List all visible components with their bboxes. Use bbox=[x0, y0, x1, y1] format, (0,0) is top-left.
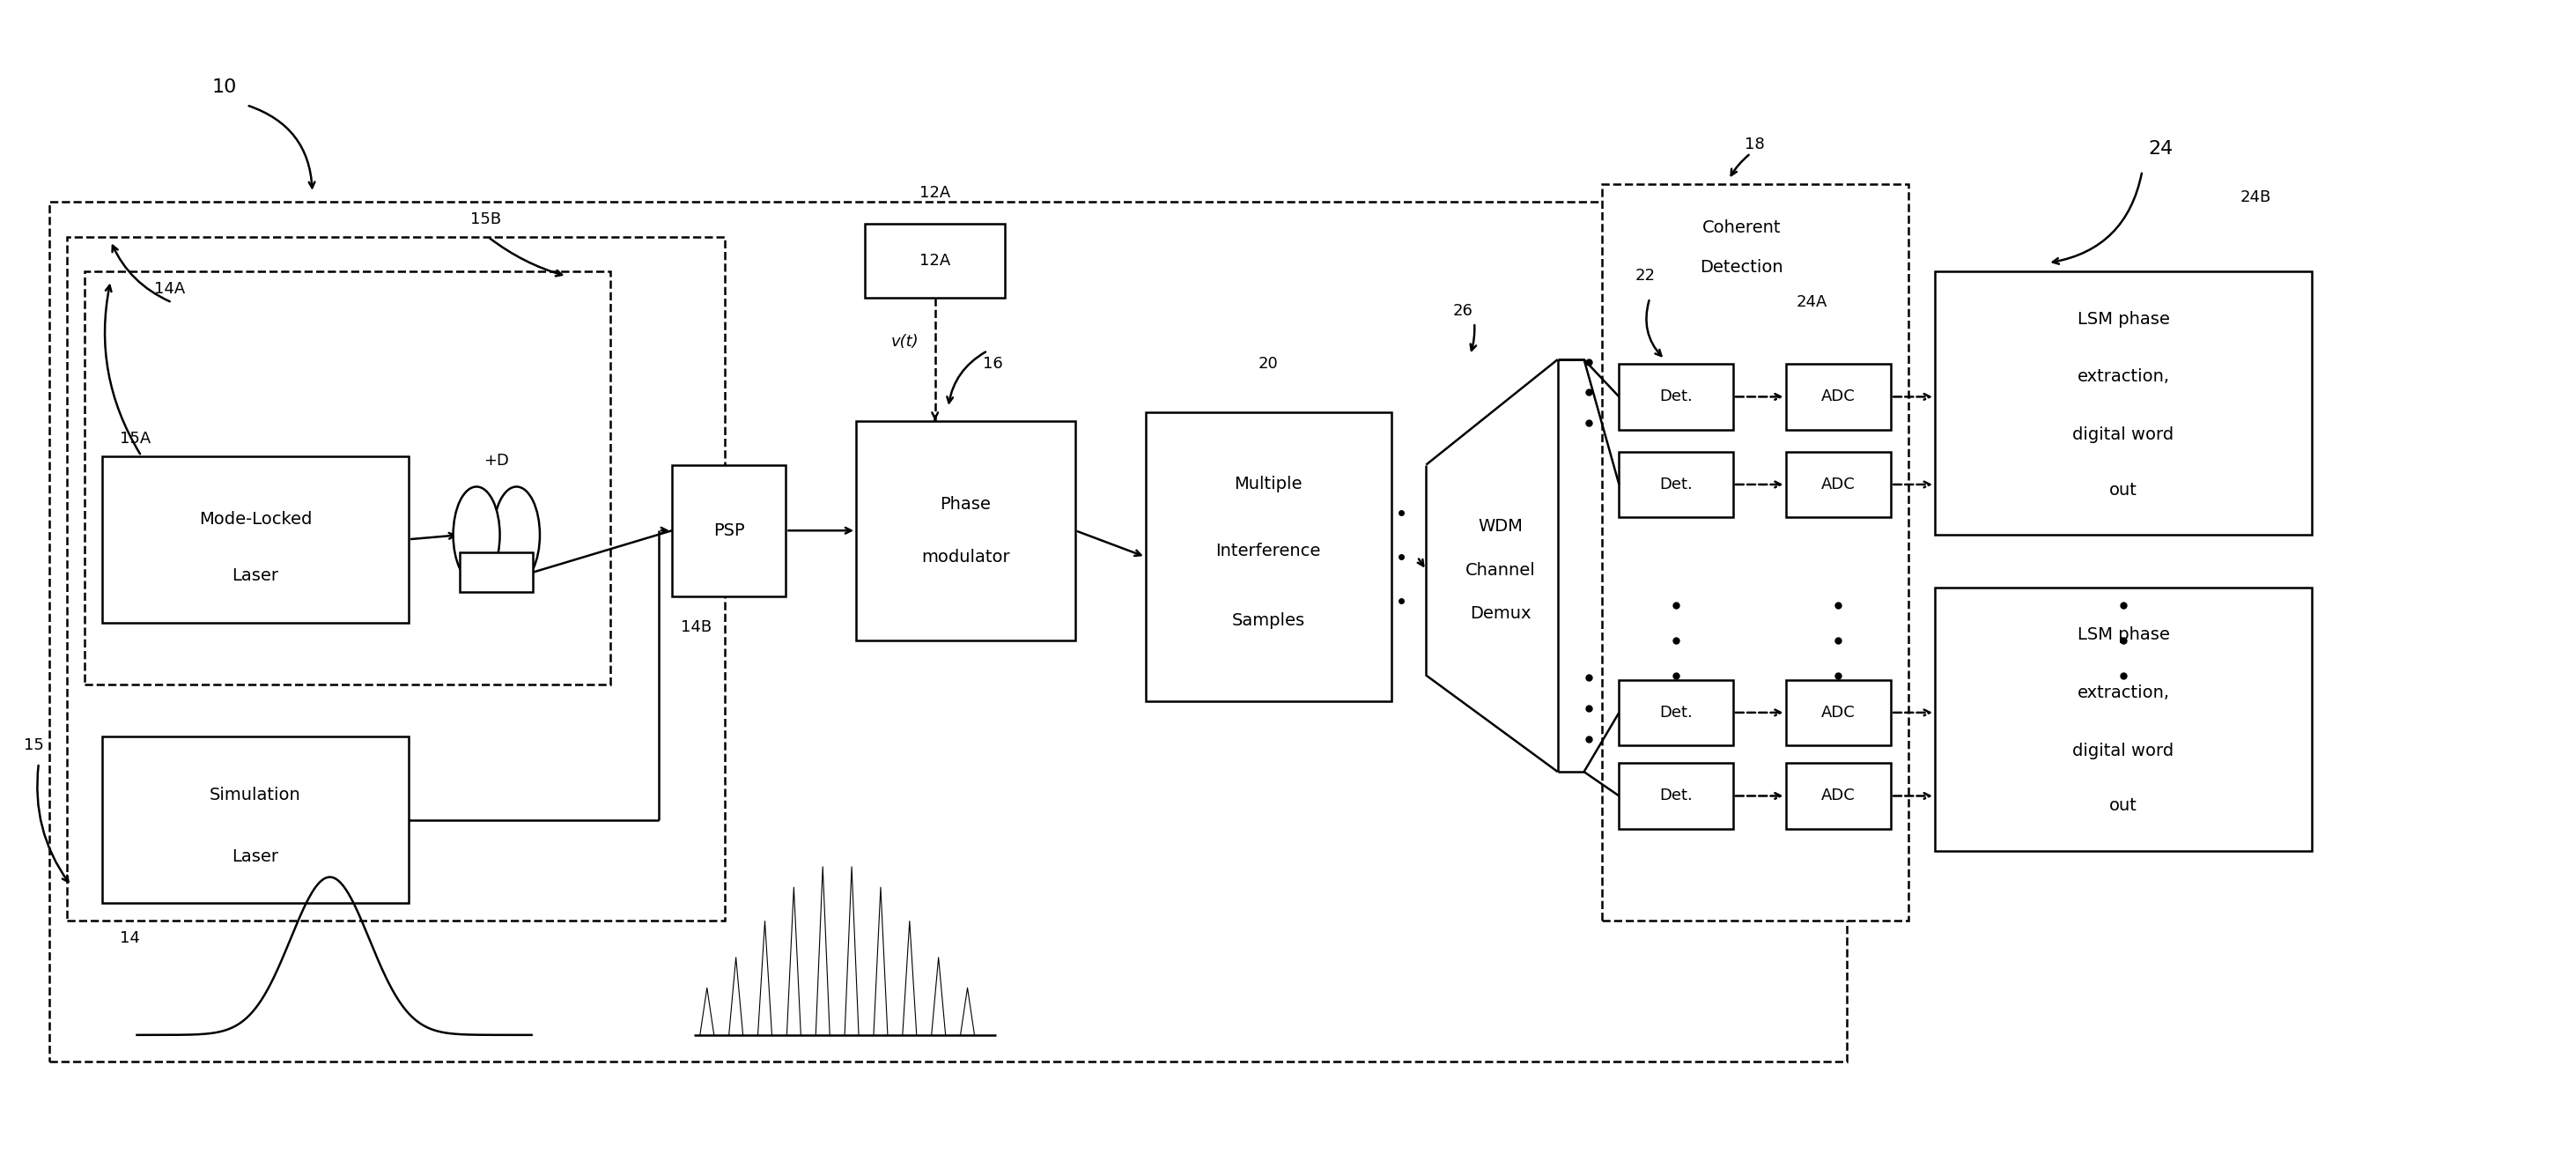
FancyBboxPatch shape bbox=[1935, 271, 2311, 535]
Text: 12A: 12A bbox=[920, 185, 951, 201]
FancyBboxPatch shape bbox=[1146, 413, 1391, 701]
Text: 20: 20 bbox=[1257, 355, 1278, 372]
Text: 24A: 24A bbox=[1795, 295, 1826, 311]
Text: Demux: Demux bbox=[1471, 606, 1530, 622]
FancyBboxPatch shape bbox=[866, 223, 1005, 298]
Text: ADC: ADC bbox=[1821, 788, 1855, 804]
FancyBboxPatch shape bbox=[1602, 184, 1909, 921]
Text: 22: 22 bbox=[1636, 268, 1656, 284]
FancyBboxPatch shape bbox=[1620, 364, 1734, 430]
Text: v(t): v(t) bbox=[891, 334, 920, 350]
Text: out: out bbox=[2110, 797, 2138, 815]
Polygon shape bbox=[786, 887, 801, 1035]
Text: 24B: 24B bbox=[2239, 189, 2272, 205]
FancyBboxPatch shape bbox=[1785, 763, 1891, 829]
FancyBboxPatch shape bbox=[85, 271, 611, 684]
FancyBboxPatch shape bbox=[1935, 588, 2311, 851]
FancyBboxPatch shape bbox=[672, 465, 786, 596]
Text: Laser: Laser bbox=[232, 849, 278, 865]
Text: digital word: digital word bbox=[2074, 427, 2174, 443]
Text: Interference: Interference bbox=[1216, 542, 1321, 560]
FancyBboxPatch shape bbox=[1785, 679, 1891, 746]
Text: 15B: 15B bbox=[471, 212, 502, 227]
Polygon shape bbox=[933, 957, 945, 1035]
Polygon shape bbox=[902, 921, 917, 1035]
Text: WDM: WDM bbox=[1479, 518, 1522, 534]
Text: ADC: ADC bbox=[1821, 705, 1855, 720]
Text: 16: 16 bbox=[984, 355, 1002, 372]
Polygon shape bbox=[701, 988, 714, 1035]
FancyBboxPatch shape bbox=[855, 421, 1074, 641]
Text: Det.: Det. bbox=[1659, 788, 1692, 804]
Text: ADC: ADC bbox=[1821, 389, 1855, 404]
FancyBboxPatch shape bbox=[103, 736, 410, 904]
Text: 14A: 14A bbox=[155, 282, 185, 297]
FancyBboxPatch shape bbox=[461, 553, 533, 592]
Text: 15A: 15A bbox=[118, 430, 149, 447]
Text: modulator: modulator bbox=[922, 548, 1010, 566]
Text: 14B: 14B bbox=[680, 620, 711, 635]
Text: Laser: Laser bbox=[232, 568, 278, 584]
Text: digital word: digital word bbox=[2074, 742, 2174, 759]
Text: ADC: ADC bbox=[1821, 477, 1855, 492]
Text: Multiple: Multiple bbox=[1234, 476, 1303, 493]
Ellipse shape bbox=[492, 486, 541, 583]
Text: LSM phase: LSM phase bbox=[2076, 311, 2169, 327]
Text: extraction,: extraction, bbox=[2076, 368, 2169, 386]
FancyBboxPatch shape bbox=[49, 201, 1847, 1061]
Text: Samples: Samples bbox=[1231, 613, 1306, 629]
Text: Det.: Det. bbox=[1659, 389, 1692, 404]
Text: 12A: 12A bbox=[920, 253, 951, 269]
FancyBboxPatch shape bbox=[67, 236, 724, 921]
Text: Phase: Phase bbox=[940, 496, 992, 512]
Text: Det.: Det. bbox=[1659, 705, 1692, 720]
Text: 24: 24 bbox=[2148, 140, 2174, 158]
Text: 18: 18 bbox=[1744, 137, 1765, 152]
Text: Det.: Det. bbox=[1659, 477, 1692, 492]
Polygon shape bbox=[757, 921, 773, 1035]
Polygon shape bbox=[845, 866, 858, 1035]
FancyBboxPatch shape bbox=[1620, 763, 1734, 829]
Text: 10: 10 bbox=[211, 78, 237, 96]
FancyBboxPatch shape bbox=[1785, 364, 1891, 430]
Text: Channel: Channel bbox=[1466, 561, 1535, 579]
Polygon shape bbox=[817, 866, 829, 1035]
Text: Simulation: Simulation bbox=[209, 787, 301, 803]
Text: 14: 14 bbox=[118, 931, 139, 947]
Text: +D: +D bbox=[484, 452, 510, 469]
Text: Detection: Detection bbox=[1700, 260, 1783, 276]
Text: 26: 26 bbox=[1453, 303, 1473, 319]
FancyBboxPatch shape bbox=[1620, 451, 1734, 518]
Text: LSM phase: LSM phase bbox=[2076, 627, 2169, 643]
Text: Mode-Locked: Mode-Locked bbox=[198, 511, 312, 527]
Text: 15: 15 bbox=[23, 738, 44, 753]
Polygon shape bbox=[729, 957, 742, 1035]
FancyBboxPatch shape bbox=[1620, 679, 1734, 746]
FancyBboxPatch shape bbox=[1785, 451, 1891, 518]
FancyBboxPatch shape bbox=[103, 456, 410, 623]
Polygon shape bbox=[961, 988, 974, 1035]
Text: PSP: PSP bbox=[714, 523, 744, 539]
Ellipse shape bbox=[453, 486, 500, 583]
Polygon shape bbox=[873, 887, 889, 1035]
Text: extraction,: extraction, bbox=[2076, 685, 2169, 701]
Text: Coherent: Coherent bbox=[1703, 220, 1780, 236]
Text: out: out bbox=[2110, 482, 2138, 498]
